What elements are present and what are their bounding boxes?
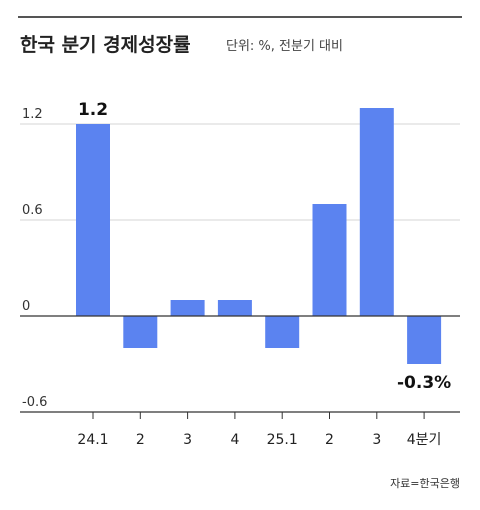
x-tick-label: 25.1 — [267, 432, 298, 448]
x-tick-label: 4 — [230, 432, 239, 448]
source-note: 자료=한국은행 — [390, 477, 460, 490]
x-tick-label: 3 — [372, 432, 381, 448]
y-tick-label: 0.6 — [22, 203, 43, 218]
y-tick-label: 0 — [22, 299, 30, 314]
bar — [170, 300, 205, 316]
x-tick-label: 3 — [183, 432, 192, 448]
header-rule — [18, 16, 462, 18]
y-tick-label: 1.2 — [22, 107, 43, 122]
x-tick-label: 2 — [325, 432, 334, 448]
data-label: 1.2 — [78, 100, 108, 120]
x-tick-label: 24.1 — [77, 432, 108, 448]
bar — [312, 204, 347, 316]
chart-title: 한국 분기 경제성장률 — [20, 34, 191, 56]
bar-chart: 1.2 0.6 0 -0.6 24.1 2 3 4 25.1 2 3 4분기 1.2 -0.3% — [20, 100, 460, 448]
y-tick-label: -0.6 — [22, 395, 47, 410]
bar — [265, 316, 300, 348]
bar — [359, 108, 394, 316]
bar — [407, 316, 442, 364]
data-label: -0.3% — [397, 373, 451, 393]
chart-unit-note: 단위: %, 전분기 대비 — [226, 39, 343, 54]
bar — [217, 300, 252, 316]
x-tick-label: 4분기 — [407, 432, 442, 448]
bar — [76, 124, 110, 316]
bar — [123, 316, 158, 348]
x-tick-label: 2 — [136, 432, 145, 448]
